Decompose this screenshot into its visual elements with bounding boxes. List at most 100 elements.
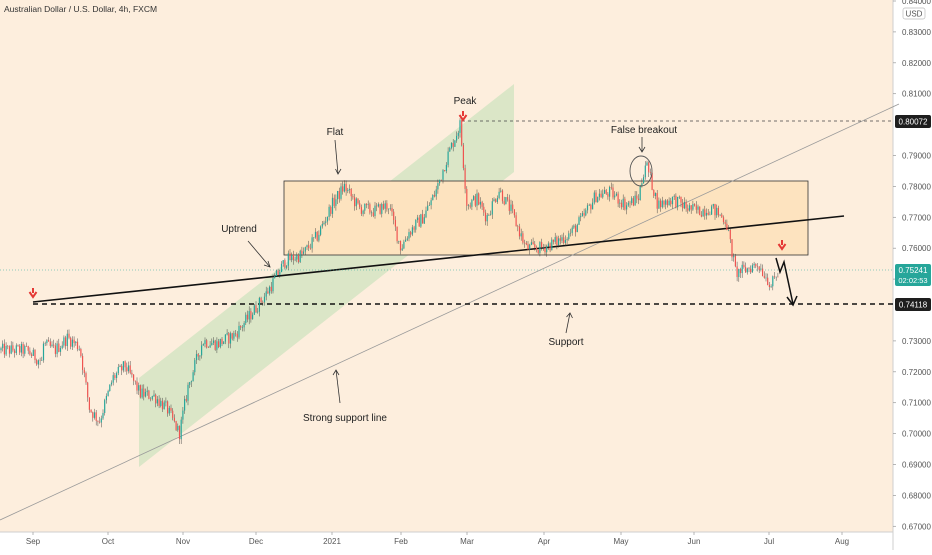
candle-body bbox=[711, 206, 713, 215]
candle-body bbox=[440, 179, 442, 181]
price-tick-label: 0.69000 bbox=[902, 461, 931, 470]
candle-body bbox=[680, 196, 682, 203]
candle-body bbox=[299, 250, 301, 263]
candle-body bbox=[493, 199, 495, 202]
candle-body bbox=[508, 199, 510, 211]
uptrend-channel[interactable] bbox=[139, 84, 514, 467]
candle-body bbox=[240, 325, 242, 328]
currency-badge[interactable] bbox=[902, 7, 926, 20]
candle-body bbox=[677, 196, 679, 208]
candle-body bbox=[231, 333, 233, 339]
time-tick-label: May bbox=[613, 537, 628, 546]
candle-body bbox=[503, 201, 505, 205]
candle-body bbox=[194, 360, 196, 373]
candle-body bbox=[547, 243, 549, 247]
candle-body bbox=[675, 195, 677, 208]
candle-body bbox=[552, 239, 555, 242]
candle-body bbox=[554, 237, 556, 242]
candle-body bbox=[631, 198, 633, 204]
candle-body bbox=[573, 225, 575, 228]
candle-body bbox=[248, 311, 250, 320]
candle-body bbox=[8, 346, 11, 354]
candle-body bbox=[3, 343, 5, 355]
candle-body bbox=[629, 202, 631, 204]
candle-body bbox=[695, 205, 697, 210]
candle-body bbox=[420, 214, 422, 227]
candle-body bbox=[561, 237, 563, 241]
candle-body bbox=[379, 204, 381, 214]
candle-body bbox=[107, 391, 109, 396]
candle-body bbox=[513, 209, 515, 216]
candle-body bbox=[76, 341, 79, 350]
candle-body bbox=[405, 239, 407, 242]
candle-body bbox=[668, 200, 670, 206]
candle-body bbox=[68, 333, 70, 338]
price-tick-label: 0.71000 bbox=[902, 399, 931, 408]
candle-body bbox=[311, 237, 313, 249]
candle-body bbox=[643, 177, 645, 184]
candle-body bbox=[172, 410, 174, 418]
candle-body bbox=[743, 264, 745, 268]
candle-body bbox=[180, 419, 182, 440]
candle-body bbox=[491, 201, 493, 215]
candle-body bbox=[620, 202, 623, 208]
candle-body bbox=[19, 346, 21, 353]
current-price-label: 0.75241 bbox=[899, 266, 928, 275]
flat-range-box[interactable] bbox=[283, 180, 809, 256]
candle-body bbox=[724, 222, 726, 224]
candle-body bbox=[433, 194, 436, 197]
candle-body bbox=[663, 200, 665, 205]
candle-body bbox=[195, 354, 198, 361]
candle-body bbox=[56, 343, 58, 354]
candle-body bbox=[702, 209, 704, 217]
candle-body bbox=[583, 213, 585, 216]
candle-body bbox=[688, 205, 691, 211]
price-tick-label: 0.78000 bbox=[902, 182, 931, 191]
candle-body bbox=[139, 385, 141, 398]
candle-body bbox=[544, 247, 546, 253]
candle-body bbox=[95, 412, 97, 421]
candle-body bbox=[614, 195, 616, 198]
candle-body bbox=[406, 238, 408, 240]
candle-body bbox=[187, 384, 189, 401]
candle-body bbox=[736, 266, 738, 277]
candle-body bbox=[48, 340, 50, 342]
candle-body bbox=[258, 297, 260, 312]
candle-body bbox=[58, 343, 60, 352]
candle-body bbox=[571, 227, 573, 233]
candle-body bbox=[129, 365, 131, 373]
marker-arrow-left bbox=[28, 288, 38, 299]
candle-body bbox=[44, 343, 46, 344]
candle-body bbox=[500, 190, 502, 192]
candle-body bbox=[603, 190, 606, 194]
candle-body bbox=[331, 197, 334, 214]
candle-body bbox=[763, 276, 765, 278]
candle-body bbox=[408, 232, 410, 239]
candle-body bbox=[92, 412, 94, 418]
candle-body bbox=[682, 202, 684, 209]
time-axis-ticks: Sep Oct Nov Dec 2021 Feb Mar Apr May Jun Jul Aug bbox=[26, 532, 849, 546]
candle-body bbox=[85, 373, 87, 383]
candle-body bbox=[338, 190, 340, 199]
candle-body bbox=[666, 200, 668, 206]
candle-body bbox=[745, 267, 747, 273]
candle-body bbox=[586, 205, 589, 211]
candle-body bbox=[148, 390, 150, 399]
candle-body bbox=[280, 263, 283, 273]
candle-body bbox=[432, 194, 434, 201]
candle-body bbox=[507, 197, 509, 200]
candle-body bbox=[490, 214, 492, 216]
resistance-price-label: 0.80072 bbox=[899, 118, 928, 127]
candle-body bbox=[391, 208, 393, 212]
trend-line[interactable] bbox=[32, 215, 845, 303]
candle-body bbox=[279, 272, 281, 275]
strong-support-line[interactable] bbox=[0, 103, 900, 521]
candle-body bbox=[751, 265, 753, 273]
candle-body bbox=[138, 385, 140, 391]
candle-body bbox=[700, 214, 702, 217]
annotation-support: Support bbox=[548, 337, 583, 348]
candle-body bbox=[729, 229, 731, 240]
candle-body bbox=[207, 347, 209, 348]
